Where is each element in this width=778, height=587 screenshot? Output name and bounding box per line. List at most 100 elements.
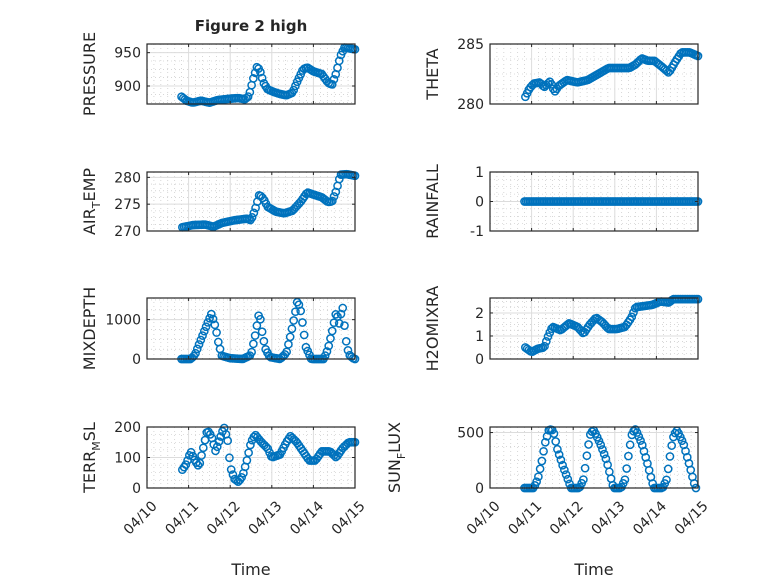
data-point <box>181 460 191 469</box>
y-tick-label: 500 <box>457 426 484 442</box>
data-point <box>539 446 548 456</box>
data-point <box>289 316 299 325</box>
data-point <box>249 432 259 442</box>
data-point <box>663 464 673 474</box>
data-point <box>298 318 307 327</box>
data-point <box>226 465 236 474</box>
y-axis-label: THETA <box>423 48 442 100</box>
data-point <box>216 432 226 441</box>
data-point <box>541 337 551 346</box>
data-point <box>242 456 252 465</box>
x-tick-label: 04/13 <box>246 498 286 538</box>
y-tick-label: 100 <box>114 451 141 467</box>
data-point <box>322 347 332 356</box>
data-point <box>327 196 337 206</box>
y-axis-label: MIXDEPTH <box>80 287 99 370</box>
data-point <box>210 320 220 330</box>
data-point <box>594 436 604 446</box>
data-point <box>563 474 573 484</box>
data-point <box>343 345 353 355</box>
data-point <box>243 92 253 101</box>
data-point <box>244 448 253 458</box>
data-point <box>543 332 553 341</box>
data-point <box>247 347 256 357</box>
data-point <box>198 331 207 340</box>
data-point <box>199 326 209 336</box>
data-point <box>561 470 571 479</box>
figure-title: Figure 2 high <box>195 17 308 35</box>
data-series <box>521 48 703 102</box>
y-tick-label: 1 <box>475 165 484 181</box>
y-tick-label: 1000 <box>105 313 141 329</box>
data-point <box>556 455 566 465</box>
data-point <box>289 85 299 95</box>
y-axis-label: TERRMSL <box>80 422 103 494</box>
data-point <box>198 443 208 453</box>
data-point <box>197 451 206 460</box>
data-point <box>208 314 218 324</box>
data-point <box>584 440 593 449</box>
data-point <box>257 327 267 337</box>
data-point <box>206 309 216 319</box>
axes-theta: 280 285 THETA <box>423 37 703 113</box>
data-point <box>634 432 644 441</box>
data-point <box>620 475 630 485</box>
x-tick-label: 04/15 <box>672 498 712 538</box>
data-point <box>553 444 562 454</box>
data-point <box>596 440 606 450</box>
data-point <box>249 74 258 83</box>
x-tick-label: 04/12 <box>547 498 587 538</box>
y-tick-label: 280 <box>457 97 484 113</box>
y-tick-label: 2 <box>475 306 484 322</box>
data-point <box>223 436 233 446</box>
data-point <box>627 312 637 322</box>
data-point <box>598 445 607 454</box>
data-point <box>257 73 267 83</box>
data-series <box>178 423 360 486</box>
data-point <box>201 322 211 332</box>
data-point <box>259 336 269 346</box>
y-tick-label: 0 <box>475 481 484 497</box>
data-point <box>334 56 344 66</box>
y-tick-label: 0 <box>475 352 484 368</box>
data-point <box>246 440 255 450</box>
y-axis-label: PRESSURE <box>80 32 99 116</box>
data-point <box>665 452 675 461</box>
x-tick-label: 04/14 <box>287 498 327 538</box>
data-point <box>677 436 687 446</box>
axes-box <box>489 43 699 105</box>
data-point <box>212 442 222 452</box>
axes-box <box>489 297 699 360</box>
data-point <box>285 332 295 342</box>
data-point <box>551 437 561 446</box>
data-point <box>196 335 206 345</box>
data-point <box>247 213 257 222</box>
data-point <box>580 463 590 473</box>
data-point <box>532 477 541 487</box>
data-point <box>192 344 202 354</box>
data-point <box>636 436 645 445</box>
y-tick-label: 275 <box>114 197 141 213</box>
y-tick-label: 0 <box>132 481 141 497</box>
axes-sun-flux: 0 500 04/10 04/11 04/12 04/13 04/14 04/15 SUNFLU… <box>385 422 712 538</box>
data-point <box>558 460 567 470</box>
y-axis-label: SUNFLUX <box>385 422 408 493</box>
y-tick-label: 280 <box>114 170 141 186</box>
data-point <box>331 310 341 319</box>
x-tick-label: 04/11 <box>162 498 202 538</box>
x-tick-label: 04/15 <box>329 498 369 538</box>
x-tick-label: 04/13 <box>589 498 629 538</box>
y-tick-label: 1 <box>475 329 484 345</box>
data-point <box>250 331 260 340</box>
data-point <box>622 464 632 473</box>
data-point <box>214 437 224 446</box>
data-point <box>291 307 300 317</box>
x-axis-label-left: Time <box>230 560 270 579</box>
data-point <box>543 79 553 88</box>
data-point <box>256 314 265 324</box>
data-point <box>667 441 677 450</box>
y-tick-label: 270 <box>114 224 141 240</box>
x-tick-label: 04/10 <box>121 498 161 538</box>
axes-rainfall: -1 0 1 RAINFALL <box>423 164 703 240</box>
